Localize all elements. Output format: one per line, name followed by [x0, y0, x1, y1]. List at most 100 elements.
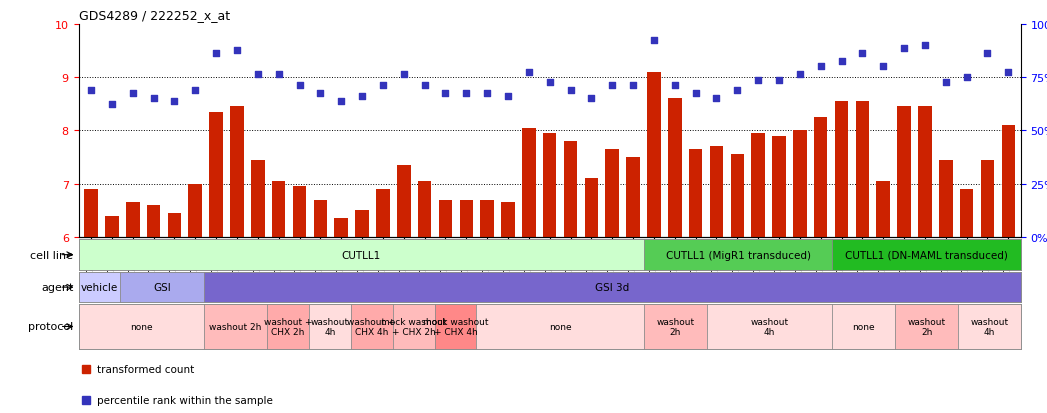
Bar [584, 179, 598, 237]
Point [104, 101, 120, 108]
Text: washout +
CHX 2h: washout + CHX 2h [264, 317, 312, 336]
Bar [895, 304, 958, 349]
Point [646, 38, 663, 44]
Bar [793, 131, 806, 237]
Bar [393, 304, 435, 349]
Bar [668, 99, 682, 237]
Point [937, 80, 954, 87]
Text: vehicle: vehicle [81, 282, 118, 292]
Text: none: none [852, 322, 875, 331]
Point [83, 88, 99, 95]
Point [833, 59, 850, 65]
Bar [814, 118, 827, 237]
Point [854, 51, 871, 57]
Bar [209, 112, 223, 237]
Bar [897, 107, 911, 237]
Point [625, 83, 642, 89]
Point [916, 43, 933, 50]
Point [687, 90, 704, 97]
Bar [79, 273, 120, 302]
Point [478, 90, 495, 97]
Bar [876, 182, 890, 237]
Bar [439, 200, 452, 237]
Point [458, 90, 474, 97]
Bar [230, 107, 244, 237]
Bar [605, 150, 619, 237]
Bar [79, 304, 204, 349]
Point [895, 45, 912, 52]
Bar [1002, 126, 1016, 237]
Bar [707, 304, 832, 349]
Text: CUTLL1 (DN-MAML transduced): CUTLL1 (DN-MAML transduced) [845, 250, 1008, 260]
Bar [351, 304, 393, 349]
Bar [204, 304, 267, 349]
Text: none: none [549, 322, 572, 331]
Text: washout 2h: washout 2h [209, 322, 262, 331]
Bar [773, 136, 785, 237]
Bar [543, 134, 556, 237]
Bar [626, 158, 640, 237]
Point [708, 96, 725, 102]
Text: none: none [130, 322, 153, 331]
Bar [563, 142, 577, 237]
Text: CUTLL1: CUTLL1 [341, 250, 381, 260]
Text: percentile rank within the sample: percentile rank within the sample [97, 394, 273, 405]
Bar [481, 200, 494, 237]
Point [354, 93, 371, 100]
Point [333, 99, 350, 105]
Bar [293, 187, 307, 237]
Bar [309, 304, 351, 349]
Bar [188, 184, 202, 237]
Bar [834, 102, 848, 237]
Point [146, 96, 162, 102]
Bar [418, 182, 431, 237]
Bar [355, 211, 369, 237]
Point [562, 88, 579, 95]
Bar [832, 304, 895, 349]
Bar [84, 190, 97, 237]
Point [187, 88, 204, 95]
Bar [960, 190, 974, 237]
Point [375, 83, 392, 89]
Point [771, 77, 787, 84]
Bar [460, 200, 473, 237]
Bar [126, 203, 139, 237]
Point [291, 83, 308, 89]
Bar [435, 304, 476, 349]
Text: GSI 3d: GSI 3d [596, 282, 629, 292]
Point [396, 72, 413, 78]
Bar [168, 214, 181, 237]
Bar [267, 304, 309, 349]
Bar [147, 206, 160, 237]
Point [958, 75, 975, 81]
Bar [376, 190, 389, 237]
Bar [251, 160, 265, 237]
Point [249, 72, 266, 78]
Bar [476, 304, 644, 349]
Text: washout
4h: washout 4h [971, 317, 1008, 336]
Bar [647, 73, 661, 237]
Point [270, 72, 287, 78]
Bar [522, 128, 536, 237]
Point [437, 90, 453, 97]
Text: mock washout
+ CHX 2h: mock washout + CHX 2h [381, 317, 446, 336]
Bar [918, 107, 932, 237]
Point [541, 80, 558, 87]
Text: transformed count: transformed count [97, 364, 195, 374]
Text: washout
4h: washout 4h [311, 317, 349, 336]
Text: washout
4h: washout 4h [751, 317, 788, 336]
Bar [334, 219, 348, 237]
Point [207, 51, 224, 57]
Text: GSI: GSI [154, 282, 171, 292]
Text: GDS4289 / 222252_x_at: GDS4289 / 222252_x_at [79, 9, 229, 22]
Bar [105, 216, 118, 237]
Point [312, 90, 329, 97]
Text: washout
2h: washout 2h [656, 317, 694, 336]
Bar [502, 203, 515, 237]
Text: CUTLL1 (MigR1 transduced): CUTLL1 (MigR1 transduced) [666, 250, 810, 260]
Point [750, 77, 766, 84]
Bar [689, 150, 703, 237]
Bar [397, 166, 410, 237]
Point [792, 72, 808, 78]
Bar [855, 102, 869, 237]
